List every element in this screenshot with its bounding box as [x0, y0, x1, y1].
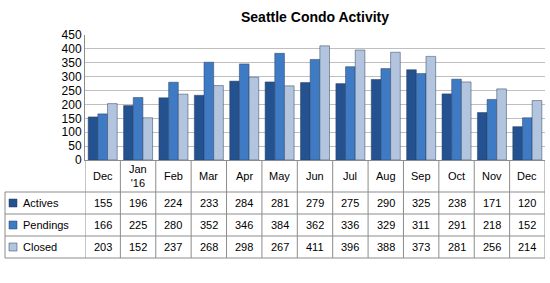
svg-text:Nov: Nov	[482, 170, 502, 182]
svg-text:350: 350	[62, 56, 82, 70]
svg-text:388: 388	[377, 241, 395, 253]
svg-text:Closed: Closed	[23, 241, 57, 253]
svg-text:May: May	[269, 170, 290, 182]
svg-text:Oct: Oct	[448, 170, 465, 182]
svg-text:450: 450	[62, 28, 82, 42]
svg-text:Sep: Sep	[411, 170, 431, 182]
svg-text:Dec: Dec	[517, 170, 537, 182]
svg-text:Seattle Condo Activity: Seattle Condo Activity	[241, 9, 389, 25]
svg-text:325: 325	[412, 197, 430, 209]
svg-text:336: 336	[341, 219, 359, 231]
svg-text:279: 279	[306, 197, 324, 209]
svg-text:155: 155	[94, 197, 112, 209]
svg-text:329: 329	[377, 219, 395, 231]
svg-text:200: 200	[62, 98, 82, 112]
svg-text:120: 120	[518, 197, 536, 209]
svg-text:291: 291	[448, 219, 466, 231]
svg-text:Jan'16: Jan'16	[129, 163, 147, 189]
svg-text:214: 214	[518, 241, 536, 253]
svg-text:280: 280	[164, 219, 182, 231]
svg-text:400: 400	[62, 42, 82, 56]
svg-text:Apr: Apr	[236, 170, 253, 182]
svg-text:218: 218	[483, 219, 501, 231]
svg-text:281: 281	[271, 197, 289, 209]
svg-text:290: 290	[377, 197, 395, 209]
svg-text:411: 411	[306, 241, 324, 253]
svg-text:Jun: Jun	[306, 170, 324, 182]
svg-text:362: 362	[306, 219, 324, 231]
svg-text:Jul: Jul	[343, 170, 357, 182]
svg-text:0: 0	[75, 153, 82, 167]
svg-text:396: 396	[341, 241, 359, 253]
svg-text:224: 224	[164, 197, 182, 209]
svg-text:Feb: Feb	[164, 170, 183, 182]
svg-text:Aug: Aug	[376, 170, 396, 182]
svg-text:Mar: Mar	[199, 170, 218, 182]
svg-text:150: 150	[62, 112, 82, 126]
svg-text:267: 267	[271, 241, 289, 253]
svg-text:152: 152	[129, 241, 147, 253]
svg-text:275: 275	[341, 197, 359, 209]
svg-text:284: 284	[235, 197, 253, 209]
svg-text:225: 225	[129, 219, 147, 231]
svg-text:237: 237	[164, 241, 182, 253]
svg-text:250: 250	[62, 84, 82, 98]
svg-text:300: 300	[62, 70, 82, 84]
svg-text:203: 203	[94, 241, 112, 253]
svg-text:352: 352	[200, 219, 218, 231]
svg-text:311: 311	[412, 219, 430, 231]
svg-text:238: 238	[448, 197, 466, 209]
svg-text:346: 346	[235, 219, 253, 231]
svg-text:166: 166	[94, 219, 112, 231]
svg-text:171: 171	[483, 197, 501, 209]
svg-text:100: 100	[62, 125, 82, 139]
svg-text:Actives: Actives	[23, 197, 59, 209]
svg-text:Pendings: Pendings	[23, 219, 69, 231]
svg-text:256: 256	[483, 241, 501, 253]
svg-text:Dec: Dec	[93, 170, 113, 182]
svg-text:152: 152	[518, 219, 536, 231]
svg-text:233: 233	[200, 197, 218, 209]
svg-text:384: 384	[271, 219, 289, 231]
svg-text:298: 298	[235, 241, 253, 253]
svg-text:373: 373	[412, 241, 430, 253]
svg-text:268: 268	[200, 241, 218, 253]
svg-text:196: 196	[129, 197, 147, 209]
svg-text:50: 50	[68, 139, 82, 153]
svg-text:281: 281	[448, 241, 466, 253]
